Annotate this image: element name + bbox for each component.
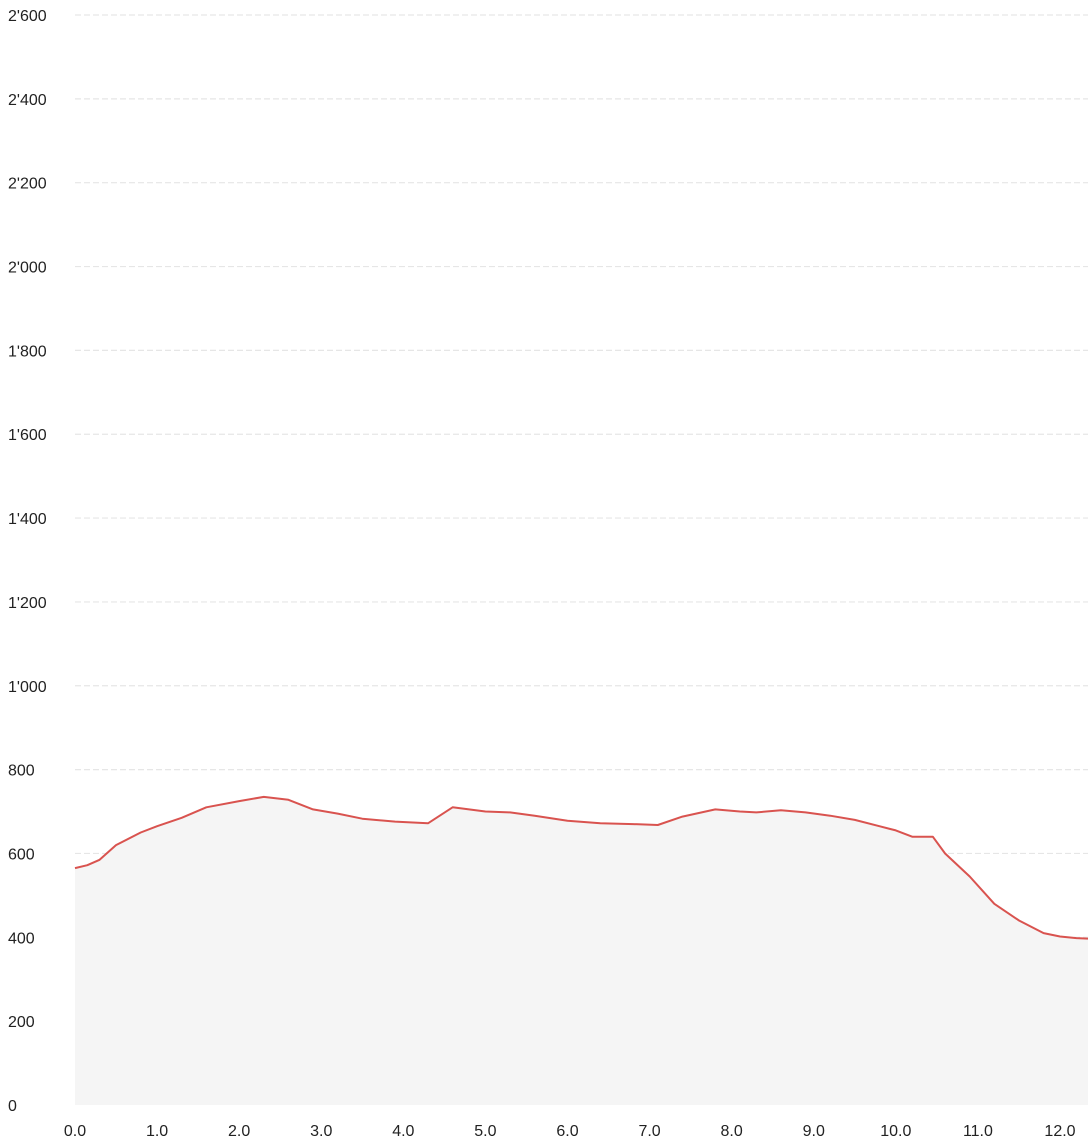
x-tick-label: 12.0 [1044, 1123, 1075, 1140]
x-tick-label: 11.0 [963, 1123, 993, 1140]
x-tick-label: 4.0 [392, 1123, 414, 1140]
y-tick-label: 800 [8, 763, 35, 780]
x-tick-label: 9.0 [803, 1123, 825, 1140]
y-tick-label: 0 [8, 1098, 17, 1115]
x-tick-label: 8.0 [721, 1123, 743, 1140]
y-tick-label: 1'400 [8, 511, 47, 528]
elevation-line [74, 795, 1088, 940]
y-tick-label: 2'400 [8, 92, 47, 109]
x-tick-label: 7.0 [638, 1123, 660, 1140]
area-series [74, 795, 1088, 1105]
y-tick-label: 2'200 [8, 176, 47, 193]
x-tick-label: 1.0 [146, 1123, 168, 1140]
x-tick-label: 10.0 [880, 1123, 911, 1140]
y-tick-label: 2'600 [8, 8, 47, 25]
y-tick-label: 1'600 [8, 427, 47, 444]
y-tick-label: 1'800 [8, 343, 47, 360]
y-tick-label: 1'200 [8, 595, 47, 612]
y-tick-label: 2'000 [8, 260, 47, 277]
x-tick-label: 0.0 [64, 1123, 86, 1140]
y-tick-label: 400 [8, 930, 35, 947]
y-tick-label: 1'000 [8, 679, 47, 696]
x-tick-label: 3.0 [310, 1123, 332, 1140]
elevation-area-fill [75, 796, 1088, 1105]
x-axis-ticks: 0.0 1.0 2.0 3.0 4.0 5.0 6.0 7.0 8.0 9.0 10.0 11.0 12… [64, 1123, 1076, 1140]
y-tick-label: 200 [8, 1014, 35, 1031]
x-tick-label: 5.0 [474, 1123, 496, 1140]
y-axis-ticks: 0 200 400 600 800 1'000 1'200 1'400 1'600 1'800 2'… [8, 8, 47, 1115]
y-tick-label: 600 [8, 846, 35, 863]
x-tick-label: 2.0 [228, 1123, 250, 1140]
x-tick-label: 6.0 [556, 1123, 578, 1140]
